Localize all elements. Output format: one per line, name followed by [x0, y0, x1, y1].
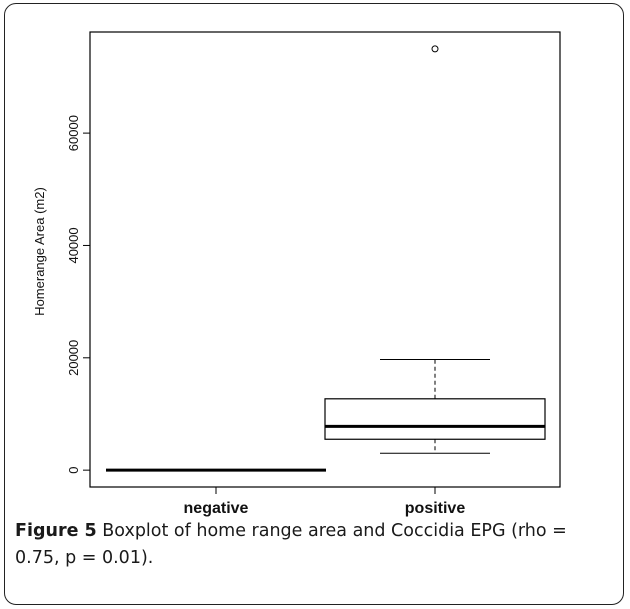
plot-frame [89, 31, 561, 488]
y-tick-label: 60000 [66, 115, 81, 151]
figure-caption-text: Boxplot of home range area and Coccidia … [15, 521, 567, 568]
figure-label: Figure 5 [15, 521, 97, 541]
y-tick-label: 20000 [66, 340, 81, 376]
x-tick-label-positive: positive [405, 500, 466, 517]
figure-frame [4, 3, 624, 605]
boxplot-chart: 0 20000 40000 60000 Homerange Area (m2) negat… [32, 31, 561, 520]
y-tick-label: 40000 [66, 227, 81, 263]
y-tick-label: 0 [66, 467, 81, 474]
outlier-point-positive [431, 45, 439, 53]
figure-caption: Figure 5 Boxplot of home range area and … [15, 518, 615, 572]
x-axis-label: Coccidia Status [282, 519, 373, 520]
box-positive [324, 398, 546, 440]
y-axis-label: Homerange Area (m2) [32, 187, 47, 316]
x-tick-label-negative: negative [184, 500, 249, 517]
